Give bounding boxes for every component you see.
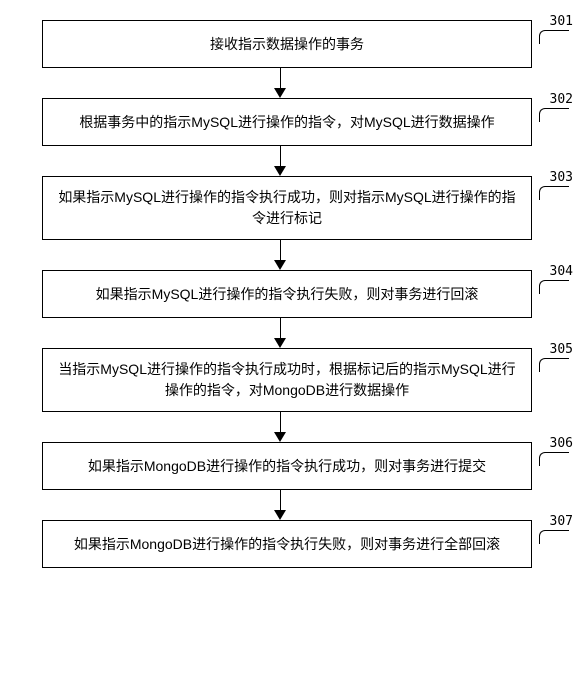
leader-line	[539, 358, 569, 372]
step-label: 306	[539, 436, 573, 466]
step-label: 301	[539, 14, 573, 44]
flow-box-307: 如果指示MongoDB进行操作的指令执行失败，则对事务进行全部回滚	[42, 520, 532, 568]
leader-line	[539, 530, 569, 544]
arrow-down-icon	[274, 318, 286, 348]
flow-box-306: 如果指示MongoDB进行操作的指令执行成功，则对事务进行提交	[42, 442, 532, 490]
step-number: 307	[550, 514, 573, 529]
flow-step: 根据事务中的指示MySQL进行操作的指令，对MySQL进行数据操作 302	[10, 98, 578, 146]
leader-line	[539, 108, 569, 122]
arrow-down-icon	[274, 146, 286, 176]
flowchart-root: 接收指示数据操作的事务 301 根据事务中的指示MySQL进行操作的指令，对My…	[10, 20, 578, 568]
leader-line	[539, 452, 569, 466]
flow-box-301: 接收指示数据操作的事务	[42, 20, 532, 68]
step-number: 305	[550, 342, 573, 357]
step-number: 306	[550, 436, 573, 451]
flow-step: 如果指示MySQL进行操作的指令执行成功，则对指示MySQL进行操作的指令进行标…	[10, 176, 578, 240]
flow-box-text: 如果指示MongoDB进行操作的指令执行成功，则对事务进行提交	[88, 456, 486, 477]
flow-step: 当指示MySQL进行操作的指令执行成功时，根据标记后的指示MySQL进行操作的指…	[10, 348, 578, 412]
arrow-down-icon	[274, 412, 286, 442]
arrow-down-icon	[274, 490, 286, 520]
flow-box-text: 当指示MySQL进行操作的指令执行成功时，根据标记后的指示MySQL进行操作的指…	[57, 359, 517, 401]
step-number: 301	[550, 14, 573, 29]
flow-box-303: 如果指示MySQL进行操作的指令执行成功，则对指示MySQL进行操作的指令进行标…	[42, 176, 532, 240]
step-number: 304	[550, 264, 573, 279]
step-label: 305	[539, 342, 573, 372]
step-label: 307	[539, 514, 573, 544]
flow-box-text: 根据事务中的指示MySQL进行操作的指令，对MySQL进行数据操作	[79, 112, 494, 133]
flow-box-text: 接收指示数据操作的事务	[210, 34, 364, 55]
flow-box-text: 如果指示MySQL进行操作的指令执行成功，则对指示MySQL进行操作的指令进行标…	[57, 187, 517, 229]
leader-line	[539, 280, 569, 294]
flow-box-305: 当指示MySQL进行操作的指令执行成功时，根据标记后的指示MySQL进行操作的指…	[42, 348, 532, 412]
flow-box-text: 如果指示MySQL进行操作的指令执行失败，则对事务进行回滚	[96, 284, 479, 305]
flow-step: 接收指示数据操作的事务 301	[10, 20, 578, 68]
leader-line	[539, 30, 569, 44]
step-label: 303	[539, 170, 573, 200]
arrow-down-icon	[274, 68, 286, 98]
flow-box-302: 根据事务中的指示MySQL进行操作的指令，对MySQL进行数据操作	[42, 98, 532, 146]
flow-step: 如果指示MySQL进行操作的指令执行失败，则对事务进行回滚 304	[10, 270, 578, 318]
step-label: 304	[539, 264, 573, 294]
step-number: 303	[550, 170, 573, 185]
step-number: 302	[550, 92, 573, 107]
flow-box-text: 如果指示MongoDB进行操作的指令执行失败，则对事务进行全部回滚	[74, 534, 500, 555]
step-label: 302	[539, 92, 573, 122]
leader-line	[539, 186, 569, 200]
flow-step: 如果指示MongoDB进行操作的指令执行成功，则对事务进行提交 306	[10, 442, 578, 490]
flow-box-304: 如果指示MySQL进行操作的指令执行失败，则对事务进行回滚	[42, 270, 532, 318]
flow-step: 如果指示MongoDB进行操作的指令执行失败，则对事务进行全部回滚 307	[10, 520, 578, 568]
arrow-down-icon	[274, 240, 286, 270]
